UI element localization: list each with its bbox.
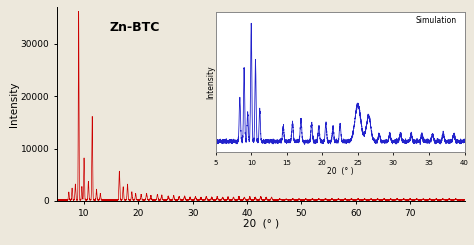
Y-axis label: Intensity: Intensity xyxy=(9,81,19,127)
Y-axis label: Intensity: Intensity xyxy=(207,65,216,99)
Text: Simulation: Simulation xyxy=(416,16,457,25)
X-axis label: 20  (° ): 20 (° ) xyxy=(327,167,354,176)
X-axis label: 20  (° ): 20 (° ) xyxy=(243,219,279,229)
Text: Zn-BTC: Zn-BTC xyxy=(110,21,160,34)
